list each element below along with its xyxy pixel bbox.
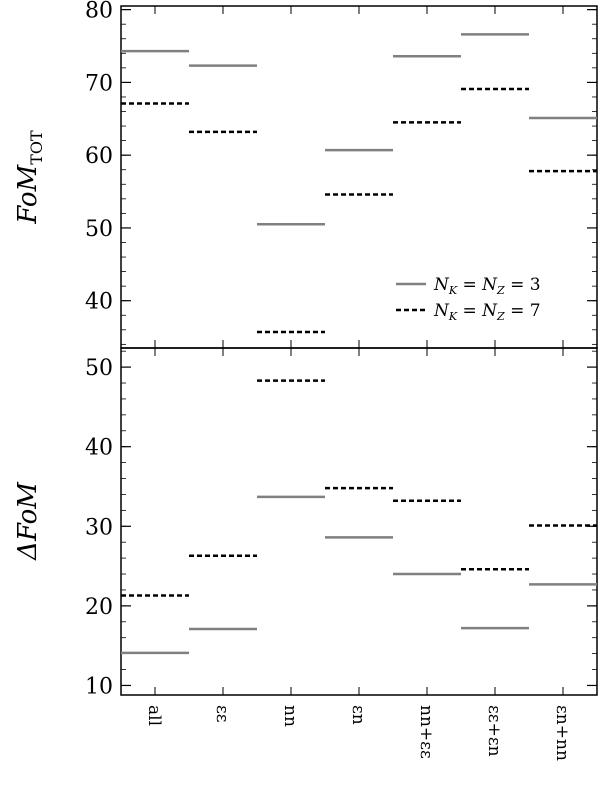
category-label-1: εε <box>212 705 232 723</box>
category-label-6: εn+nn <box>552 705 572 761</box>
bottom-y-tick-label: 20 <box>85 595 113 620</box>
top-panel-frame <box>120 5 598 349</box>
top-y-axis-title-sub: TOT <box>27 130 46 165</box>
bottom-panel: 10 20 30 40 50 <box>85 348 597 699</box>
top-panel: 40 50 60 70 80 <box>85 0 597 348</box>
bottom-y-tick-label: 50 <box>85 356 113 381</box>
bottom-y-axis-title: ΔFoM <box>13 481 43 561</box>
category-label-4: nn+εε <box>416 705 436 759</box>
top-y-tick-label: 70 <box>85 71 113 96</box>
category-label-3: εn <box>348 705 368 725</box>
category-label-2: nn <box>280 705 300 727</box>
legend-label-7: NK = NZ = 7 <box>433 301 541 323</box>
top-y-tick-label: 40 <box>85 290 113 315</box>
top-y-axis-title-main: FoM <box>13 163 43 224</box>
top-y-axis-title: FoMTOT <box>13 130 46 225</box>
category-label-0: all <box>144 705 164 726</box>
top-y-tick-label: 80 <box>85 0 113 24</box>
bottom-panel-frame <box>120 347 598 696</box>
bottom-y-tick-label: 10 <box>85 674 113 699</box>
bottom-y-tick-label: 40 <box>85 436 113 461</box>
category-labels: all εε nn εn nn+εε εε+εn εn+nn <box>144 705 572 761</box>
top-y-tick-label: 50 <box>85 217 113 242</box>
category-label-5: εε+εn <box>484 705 504 757</box>
bottom-y-tick-label: 30 <box>85 515 113 540</box>
legend: NK = NZ = 3 NK = NZ = 7 <box>396 275 541 323</box>
legend-label-3: NK = NZ = 3 <box>433 275 541 297</box>
top-y-tick-label: 60 <box>85 144 113 169</box>
